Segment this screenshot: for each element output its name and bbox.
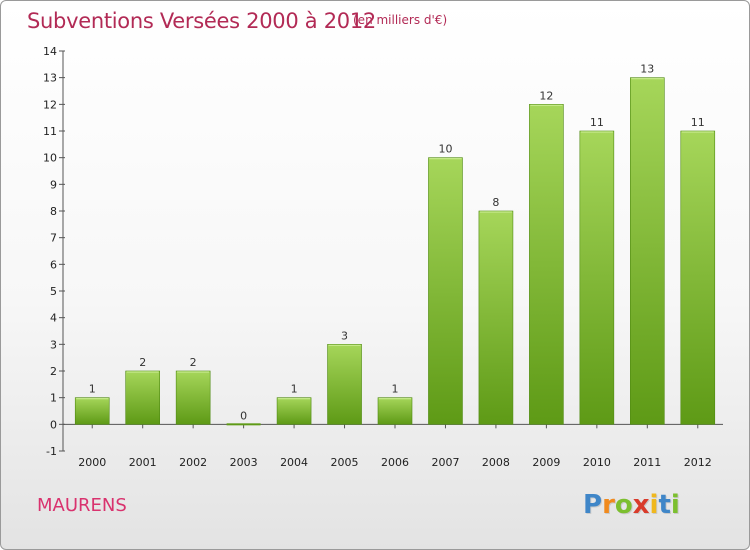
x-tick-label-2005: 2005 bbox=[331, 456, 359, 469]
y-tick-label: 8 bbox=[50, 205, 57, 218]
data-label-2003: 0 bbox=[240, 409, 247, 422]
data-label-2012: 11 bbox=[691, 116, 705, 129]
y-tick-label: 14 bbox=[43, 45, 57, 58]
y-tick-label: 9 bbox=[50, 178, 57, 191]
y-tick-label: 7 bbox=[50, 232, 57, 245]
proxiti-logo: Proxiti bbox=[583, 490, 680, 520]
bar-2012 bbox=[680, 130, 716, 425]
data-label-2010: 11 bbox=[590, 116, 604, 129]
bar-2003 bbox=[226, 423, 261, 426]
logo-letter: i bbox=[670, 490, 680, 520]
chart-unit: (en milliers d'€) bbox=[353, 13, 448, 27]
y-tick-label: 6 bbox=[50, 258, 57, 271]
bar-2005 bbox=[327, 344, 362, 425]
x-tick-label-2000: 2000 bbox=[78, 456, 106, 469]
commune-name: MAURENS bbox=[37, 495, 127, 516]
data-label-2000: 1 bbox=[89, 383, 96, 396]
data-label-2007: 10 bbox=[438, 143, 452, 156]
data-label-2011: 13 bbox=[640, 63, 654, 76]
y-tick-label: -1 bbox=[46, 445, 57, 458]
x-tick-label-2011: 2011 bbox=[633, 456, 661, 469]
data-label-2004: 1 bbox=[291, 383, 298, 396]
y-tick-label: 13 bbox=[43, 72, 57, 85]
logo-letter: o bbox=[614, 490, 633, 520]
bar-2007 bbox=[428, 157, 463, 425]
x-tick-label-2001: 2001 bbox=[129, 456, 157, 469]
data-label-2002: 2 bbox=[190, 356, 197, 369]
x-tick-label-2010: 2010 bbox=[583, 456, 611, 469]
x-tick-label-2006: 2006 bbox=[381, 456, 409, 469]
y-tick-label: 5 bbox=[50, 285, 57, 298]
bar-2006 bbox=[377, 397, 413, 425]
logo-letter: r bbox=[602, 490, 615, 520]
bar-2011 bbox=[630, 77, 665, 425]
x-tick-label-2012: 2012 bbox=[684, 456, 712, 469]
y-tick-label: 11 bbox=[43, 125, 57, 138]
x-tick-label-2004: 2004 bbox=[280, 456, 308, 469]
x-tick-label-2008: 2008 bbox=[482, 456, 510, 469]
bar-2000 bbox=[74, 397, 110, 425]
data-label-2005: 3 bbox=[341, 329, 348, 342]
y-tick-label: 1 bbox=[50, 392, 57, 405]
data-label-2009: 12 bbox=[539, 89, 553, 102]
y-tick-label: 4 bbox=[50, 312, 57, 325]
logo-letter: P bbox=[583, 490, 603, 520]
bar-2001 bbox=[125, 370, 160, 425]
x-tick-label-2007: 2007 bbox=[431, 456, 459, 469]
data-label-2008: 8 bbox=[492, 196, 499, 209]
x-tick-label-2002: 2002 bbox=[179, 456, 207, 469]
data-label-2006: 1 bbox=[392, 383, 399, 396]
x-tick-label-2009: 2009 bbox=[532, 456, 560, 469]
y-tick-label: 3 bbox=[50, 338, 57, 351]
bar-2008 bbox=[478, 210, 514, 425]
logo-letter: i bbox=[649, 490, 659, 520]
data-label-2001: 2 bbox=[139, 356, 146, 369]
bar-2009 bbox=[529, 104, 564, 425]
bar-2002 bbox=[175, 370, 211, 425]
y-tick-label: 0 bbox=[50, 418, 57, 431]
y-tick-label: 10 bbox=[43, 152, 57, 165]
y-tick-label: 2 bbox=[50, 365, 57, 378]
logo-letter: t bbox=[658, 490, 671, 520]
bar-2004 bbox=[276, 397, 312, 425]
y-tick-label: 12 bbox=[43, 98, 57, 111]
bar-2010 bbox=[579, 130, 615, 425]
chart-title: Subventions Versées 2000 à 2012 bbox=[27, 9, 376, 33]
logo-letter: x bbox=[632, 490, 650, 520]
x-tick-label-2003: 2003 bbox=[230, 456, 258, 469]
